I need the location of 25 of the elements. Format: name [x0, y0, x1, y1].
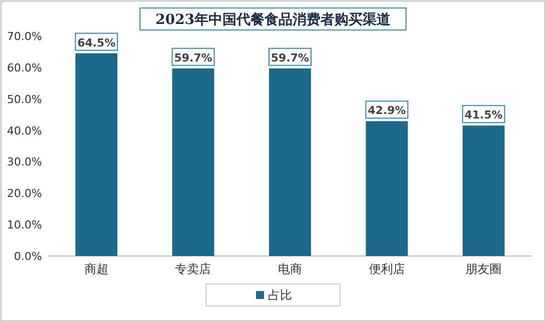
- x-tick-label: 电商: [278, 262, 302, 276]
- x-tick-label: 专卖店: [175, 262, 212, 276]
- bar: [75, 53, 118, 256]
- bar: [366, 121, 408, 256]
- data-label: 64.5%: [77, 36, 116, 50]
- legend-label: 占比: [268, 288, 292, 302]
- y-tick-label: 70.0%: [7, 30, 42, 43]
- y-tick-label: 40.0%: [7, 124, 42, 138]
- data-label: 42.9%: [368, 104, 406, 118]
- bar: [172, 68, 214, 256]
- y-tick-label: 60.0%: [7, 61, 42, 74]
- y-tick-label: 0.0%: [14, 250, 42, 263]
- data-label: 59.7%: [174, 51, 212, 64]
- x-tick-label: 朋友圈: [466, 262, 502, 276]
- y-tick-label: 20.0%: [7, 187, 42, 200]
- bar: [462, 126, 505, 256]
- y-tick-label: 30.0%: [7, 156, 42, 169]
- bar: [269, 68, 311, 256]
- x-tick-label: 商超: [84, 262, 108, 276]
- y-tick-label: 10.0%: [7, 218, 42, 232]
- data-label: 41.5%: [464, 108, 503, 122]
- x-tick-label: 便利店: [368, 262, 405, 276]
- y-tick-label: 50.0%: [7, 92, 42, 106]
- data-label: 59.7%: [270, 51, 310, 64]
- chart-title: 2023年中国代餐食品消费者购买渠道: [156, 11, 392, 28]
